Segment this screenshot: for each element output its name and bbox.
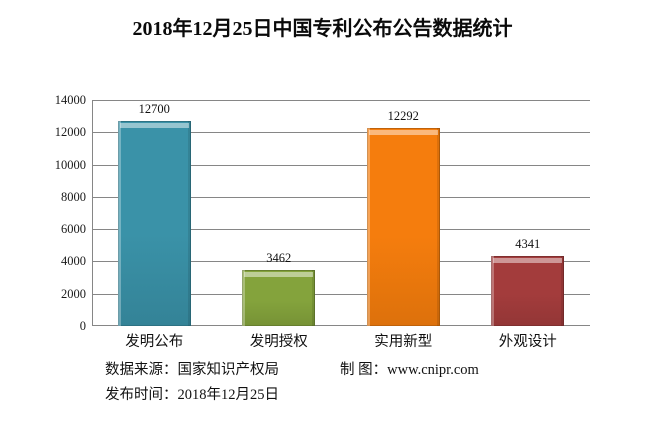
- y-axis-line: [92, 100, 93, 326]
- bar-gloss: [119, 123, 189, 128]
- bar-highlight-left: [366, 127, 370, 326]
- gridline: [92, 196, 590, 198]
- bar-gloss: [368, 129, 438, 135]
- bar-shi-yong-xin-xing[interactable]: [366, 127, 440, 326]
- data-source-label: 数据来源：国家知识产权局: [105, 362, 279, 378]
- bar-shadow-right: [561, 255, 565, 326]
- gridline: [92, 100, 590, 101]
- x-axis-line: [92, 325, 590, 326]
- bar-fa-ming-gong-bu[interactable]: [117, 121, 191, 326]
- gridline: [92, 293, 590, 295]
- bar-shadow-right: [187, 121, 191, 326]
- bar-highlight-left: [491, 255, 495, 326]
- bar-gloss: [493, 257, 563, 263]
- bar-gloss: [244, 272, 314, 278]
- bar-body: [117, 121, 191, 326]
- chart-credit-label: 制 图：www.cnipr.com: [340, 362, 479, 378]
- footer-row-publish: 发布时间：2018年12月25日: [0, 383, 645, 408]
- bar-shadow-right: [436, 127, 440, 326]
- x-axis-category-label: 发明授权: [249, 334, 308, 350]
- y-tick-label: 2000: [61, 286, 86, 301]
- bar-shadow-right: [312, 270, 316, 326]
- y-tick-label: 0: [79, 319, 86, 333]
- gridline: [92, 164, 590, 166]
- publish-time-label: 发布时间：2018年12月25日: [105, 387, 279, 403]
- x-axis-category-label: 外观设计: [498, 334, 557, 350]
- bar-highlight-left: [117, 121, 121, 326]
- y-tick-label: 14000: [54, 93, 86, 107]
- y-tick-label: 12000: [54, 125, 86, 140]
- plot-area: [92, 100, 590, 326]
- bar-body: [491, 255, 565, 326]
- footer-notes: 数据来源：国家知识产权局 制 图：www.cnipr.com 发布时间：2018…: [0, 358, 645, 408]
- y-tick-label: 8000: [61, 189, 86, 204]
- y-tick-label: 10000: [54, 157, 86, 172]
- bar-value-label: 12292: [387, 108, 419, 123]
- bar-body: [242, 270, 316, 326]
- x-axis-category-label: 实用新型: [374, 334, 433, 350]
- bar-highlight-left: [242, 270, 246, 326]
- y-tick-label: 6000: [61, 222, 86, 237]
- gridline: [92, 132, 590, 134]
- y-axis-tick-labels: 14000 12000 10000 8000 6000 4000 2000 0: [20, 94, 86, 333]
- bar-fa-ming-shou-quan[interactable]: [242, 270, 316, 326]
- x-axis-category-label: 发明公布: [125, 334, 184, 350]
- bar-wai-guan-she-ji[interactable]: [491, 255, 565, 326]
- y-tick-label: 4000: [61, 254, 86, 269]
- bar-body: [366, 127, 440, 326]
- chart-title: 2018年12月25日中国专利公布公告数据统计: [132, 18, 513, 40]
- footer-row-source: 数据来源：国家知识产权局 制 图：www.cnipr.com: [0, 358, 645, 383]
- bar-value-label: 12700: [138, 101, 170, 116]
- gridline: [92, 229, 590, 231]
- bar-value-label: 4341: [515, 236, 541, 251]
- bar-value-label: 3462: [266, 251, 292, 266]
- gridline: [92, 261, 590, 263]
